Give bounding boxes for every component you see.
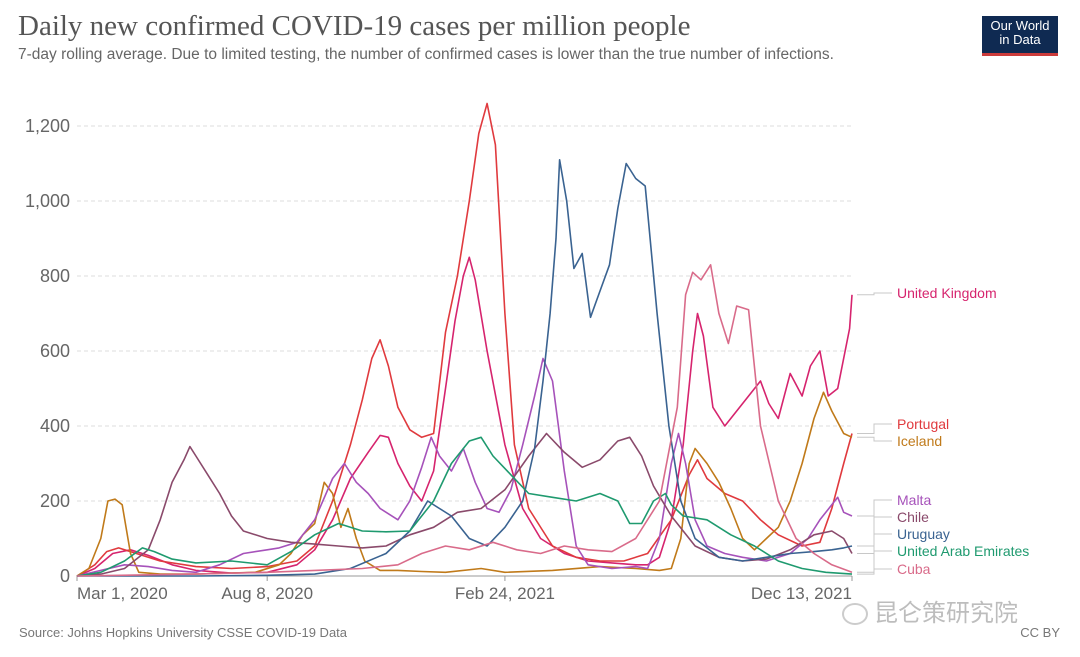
legend-label-chile[interactable]: Chile: [897, 509, 929, 525]
y-tick-label: 200: [40, 491, 70, 511]
series-line-united-kingdom[interactable]: [76, 256, 853, 577]
series-line-united-arab-emirates[interactable]: [76, 436, 853, 577]
legend-label-portugal[interactable]: Portugal: [897, 416, 949, 432]
license-label[interactable]: CC BY: [1020, 625, 1060, 640]
y-tick-label: 1,000: [25, 191, 70, 211]
x-tick-label: Mar 1, 2020: [77, 584, 168, 603]
legend-label-united-kingdom[interactable]: United Kingdom: [897, 285, 997, 301]
series-line-cuba[interactable]: [76, 263, 853, 577]
logo-line-1: Our World: [990, 18, 1050, 33]
y-tick-label: 800: [40, 266, 70, 286]
series-line-chile[interactable]: [76, 432, 853, 577]
chart-title: Daily new confirmed COVID-19 cases per m…: [18, 10, 691, 42]
legend-connector: [857, 423, 892, 434]
legend-label-cuba[interactable]: Cuba: [897, 561, 931, 577]
legend-label-iceland[interactable]: Iceland: [897, 433, 942, 449]
series-lines: [76, 102, 853, 577]
legend-connector: [857, 550, 892, 575]
wechat-icon: [842, 603, 868, 625]
legend-connector: [857, 568, 892, 573]
chart-subtitle: 7-day rolling average. Due to limited te…: [18, 46, 834, 63]
legend-connector: [857, 499, 892, 517]
y-tick-label: 1,200: [25, 116, 70, 136]
watermark-text: 昆仑策研究院: [874, 599, 1018, 627]
y-tick-label: 600: [40, 341, 70, 361]
x-tick-label: Feb 24, 2021: [455, 584, 555, 603]
series-line-uruguay[interactable]: [77, 159, 853, 577]
watermark: 昆仑策研究院: [842, 593, 1018, 628]
gridlines: [77, 125, 852, 502]
owid-logo[interactable]: Our World in Data: [982, 16, 1058, 56]
x-tick-label: Dec 13, 2021: [751, 584, 852, 603]
x-tick-label: Aug 8, 2020: [221, 584, 313, 603]
y-tick-label: 0: [60, 566, 70, 586]
x-axis: Mar 1, 2020 Aug 8, 2020 Feb 24, 2021 Dec 13…: [76, 575, 853, 603]
series-line-malta[interactable]: [76, 357, 853, 577]
legend: United KingdomPortugalIcelandMaltaChileU…: [857, 285, 1029, 577]
legend-connector: [857, 533, 892, 547]
y-tick-label: 400: [40, 416, 70, 436]
legend-label-united-arab-emirates[interactable]: United Arab Emirates: [897, 543, 1029, 559]
logo-line-2: in Data: [999, 32, 1041, 47]
source-note: Source: Johns Hopkins University CSSE CO…: [19, 625, 348, 640]
series-line-portugal[interactable]: [76, 102, 853, 577]
legend-connector: [857, 292, 892, 296]
legend-label-uruguay[interactable]: Uruguay: [897, 526, 950, 542]
legend-connector: [857, 436, 892, 442]
legend-label-malta[interactable]: Malta: [897, 492, 931, 508]
y-axis-ticks: 0 200 400 600 800 1,000 1,200: [25, 116, 70, 586]
